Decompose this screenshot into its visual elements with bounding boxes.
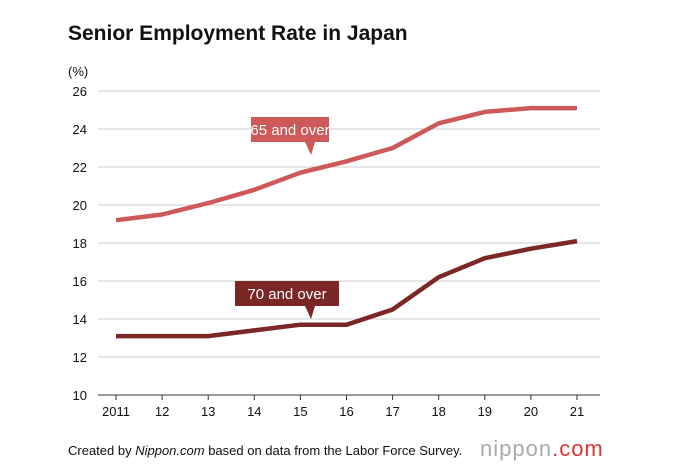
y-tick-label: 14	[73, 312, 87, 327]
x-tick-label: 20	[524, 404, 538, 419]
x-tick-label: 13	[201, 404, 215, 419]
legend-label-box	[235, 281, 339, 306]
x-tick-label: 21	[570, 404, 584, 419]
y-tick-label: 16	[73, 274, 87, 289]
legend-label: 65 and over	[250, 122, 329, 139]
x-tick-label: 19	[478, 404, 492, 419]
y-tick-label: 22	[73, 160, 87, 175]
source-name: Nippon.com	[135, 443, 205, 458]
y-tick-label: 20	[73, 198, 87, 213]
source-suffix: based on data from the Labor Force Surve…	[204, 443, 463, 458]
chart-title: Senior Employment Rate in Japan	[68, 22, 408, 45]
y-axis-unit: (%)	[68, 64, 89, 79]
y-tick-label: 24	[73, 122, 87, 137]
y-tick-label: 10	[73, 388, 87, 403]
x-tick-label: 18	[431, 404, 445, 419]
x-tick-label: 16	[339, 404, 353, 419]
legend-label-box	[251, 117, 329, 142]
x-tick-label: 17	[385, 404, 399, 419]
nippon-logo: nippon.com	[480, 436, 604, 462]
y-tick-label: 18	[73, 236, 87, 251]
x-tick-label: 14	[247, 404, 261, 419]
legend-pointer	[305, 142, 315, 155]
x-tick-label: 2011	[102, 404, 130, 419]
series-line-65-and-over	[115, 105, 577, 223]
y-tick-label: 26	[73, 84, 87, 99]
series-line-70-and-over	[116, 238, 578, 339]
logo-name: nippon	[480, 436, 553, 461]
source-note: Created by Nippon.com based on data from…	[68, 443, 462, 458]
y-tick-label: 12	[73, 350, 87, 365]
x-tick-label: 15	[293, 404, 307, 419]
source-prefix: Created by	[68, 443, 136, 458]
x-tick-label: 12	[155, 404, 169, 419]
legend-pointer	[305, 306, 315, 319]
legend-label: 70 and over	[247, 286, 326, 303]
logo-domain: .com	[552, 436, 604, 461]
